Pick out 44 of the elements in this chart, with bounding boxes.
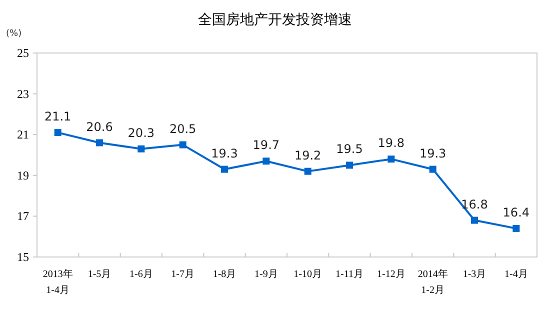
point [96,139,103,146]
y-tick-label: 19 [17,168,29,182]
data-label: 20.6 [86,120,113,134]
x-tick-label: 2014年 1-2月 [418,268,448,296]
data-label: 16.4 [502,205,530,220]
y-tick-label: 23 [17,86,29,101]
x-tick-label: 1-4月 [504,269,528,280]
point [304,168,312,175]
point [138,145,145,152]
x-tick-label: 1-3月 [462,269,486,280]
data-label: 19.7 [252,138,280,152]
y-tick-label: 15 [17,250,29,264]
data-label: 19.3 [211,146,238,160]
x-tick-label: 1-9月 [254,269,278,280]
data-label: 19.2 [294,148,322,162]
x-tick-label: 1-10月 [294,269,322,280]
x-tick-label: 1-11月 [336,269,364,280]
data-label: 20.3 [128,126,155,140]
point [388,156,395,163]
point [429,166,436,173]
y-tick-label: 17 [17,209,29,224]
y-tick-label: 25 [17,46,29,60]
point [262,158,270,165]
point [179,141,186,148]
y-tick-label: 21 [17,128,29,142]
chart-title: 全国房地产开发投资增速 [198,12,352,28]
point [346,162,353,169]
x-tick-label: 1-7月 [171,269,195,280]
data-label: 20.5 [169,122,196,136]
x-tick-label: 1-12月 [376,269,406,280]
y-axis-title: (%) [6,29,22,39]
point [471,216,478,224]
x-tick-label: 1-5月 [88,269,112,280]
data-label: 19.8 [378,136,405,150]
data-label: 16.8 [461,197,488,212]
data-label: 19.3 [419,146,446,160]
x-tick-label: 2013年 1-4月 [42,268,73,296]
data-label: 21.1 [44,110,72,124]
data-label: 19.5 [336,142,363,156]
point [512,224,520,232]
point [54,129,62,136]
x-tick-label: 1-8月 [212,269,236,280]
x-tick-label: 1-6月 [129,269,153,280]
point [221,166,228,173]
